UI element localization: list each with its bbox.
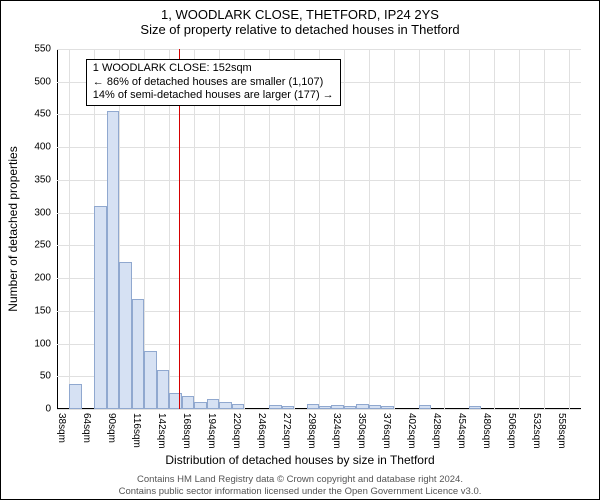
footer-line-2: Contains public sector information licen…	[1, 486, 599, 497]
histogram-bar	[94, 206, 106, 409]
histogram-bar	[469, 406, 481, 409]
grid-line-vertical	[469, 49, 470, 409]
histogram-bar	[269, 405, 281, 409]
x-tick-label: 168sqm	[181, 413, 192, 449]
histogram-bar	[107, 111, 119, 409]
histogram-bar	[157, 370, 169, 409]
x-tick-label: 376sqm	[381, 413, 392, 449]
grid-line-vertical	[344, 49, 345, 409]
y-tick-label: 350	[34, 174, 57, 185]
x-tick-label: 38sqm	[56, 413, 67, 443]
x-tick-label: 64sqm	[81, 413, 92, 443]
histogram-bar	[194, 402, 206, 409]
grid-line-horizontal	[57, 409, 581, 410]
y-tick-label: 500	[34, 76, 57, 87]
histogram-bar	[307, 404, 319, 409]
plot-area: 05010015020025030035040045050055038sqm64…	[57, 49, 581, 409]
grid-line-vertical	[494, 49, 495, 409]
histogram-bar	[144, 351, 156, 409]
histogram-bar	[356, 404, 368, 409]
chart-title-line-2: Size of property relative to detached ho…	[1, 22, 599, 37]
x-tick-label: 246sqm	[256, 413, 267, 449]
grid-line-vertical	[519, 49, 520, 409]
histogram-bar	[207, 399, 219, 409]
histogram-bar	[119, 262, 131, 409]
grid-line-vertical	[419, 49, 420, 409]
annotation-line: ← 86% of detached houses are smaller (1,…	[93, 76, 334, 90]
grid-line-vertical	[544, 49, 545, 409]
x-tick-label: 506sqm	[506, 413, 517, 449]
y-tick-label: 200	[34, 273, 57, 284]
x-axis-label: Distribution of detached houses by size …	[1, 453, 599, 467]
y-tick-label: 450	[34, 109, 57, 120]
grid-line-vertical	[369, 49, 370, 409]
x-tick-label: 272sqm	[281, 413, 292, 449]
histogram-bar	[282, 406, 294, 409]
histogram-bar	[169, 393, 181, 409]
x-tick-label: 350sqm	[356, 413, 367, 449]
histogram-bar	[182, 396, 194, 409]
x-tick-label: 454sqm	[456, 413, 467, 449]
chart-title-line-1: 1, WOODLARK CLOSE, THETFORD, IP24 2YS	[1, 1, 599, 22]
x-tick-label: 558sqm	[556, 413, 567, 449]
histogram-bar	[381, 406, 393, 409]
x-tick-label: 428sqm	[431, 413, 442, 449]
x-tick-label: 220sqm	[231, 413, 242, 449]
histogram-bar	[344, 406, 356, 409]
x-tick-label: 532sqm	[531, 413, 542, 449]
histogram-bar	[319, 406, 331, 409]
x-tick-label: 298sqm	[306, 413, 317, 449]
x-tick-label: 90sqm	[106, 413, 117, 443]
grid-line-vertical	[444, 49, 445, 409]
histogram-bar	[419, 405, 431, 409]
grid-line-vertical	[69, 49, 70, 409]
histogram-bar	[369, 405, 381, 409]
y-tick-label: 50	[40, 371, 57, 382]
histogram-bar	[69, 384, 81, 409]
footer-line-1: Contains HM Land Registry data © Crown c…	[1, 474, 599, 485]
histogram-bar	[232, 404, 244, 409]
annotation-line: 14% of semi-detached houses are larger (…	[93, 89, 334, 103]
y-tick-label: 150	[34, 305, 57, 316]
grid-line-vertical	[569, 49, 570, 409]
grid-line-vertical	[394, 49, 395, 409]
x-tick-label: 480sqm	[481, 413, 492, 449]
x-tick-label: 324sqm	[331, 413, 342, 449]
histogram-bar	[132, 299, 144, 409]
y-tick-label: 550	[34, 44, 57, 55]
histogram-bar	[219, 402, 231, 409]
y-tick-label: 400	[34, 142, 57, 153]
x-tick-label: 194sqm	[206, 413, 217, 449]
x-tick-label: 116sqm	[131, 413, 142, 448]
annotation-box: 1 WOODLARK CLOSE: 152sqm← 86% of detache…	[86, 59, 341, 106]
x-tick-label: 402sqm	[406, 413, 417, 449]
histogram-bar	[331, 405, 343, 409]
annotation-line: 1 WOODLARK CLOSE: 152sqm	[93, 62, 334, 76]
x-tick-label: 142sqm	[156, 413, 167, 449]
footer: Contains HM Land Registry data © Crown c…	[1, 474, 599, 497]
chart-container: 1, WOODLARK CLOSE, THETFORD, IP24 2YS Si…	[0, 0, 600, 500]
y-tick-label: 250	[34, 240, 57, 251]
y-tick-label: 100	[34, 338, 57, 349]
y-tick-label: 300	[34, 207, 57, 218]
y-axis-label: Number of detached properties	[6, 146, 20, 311]
